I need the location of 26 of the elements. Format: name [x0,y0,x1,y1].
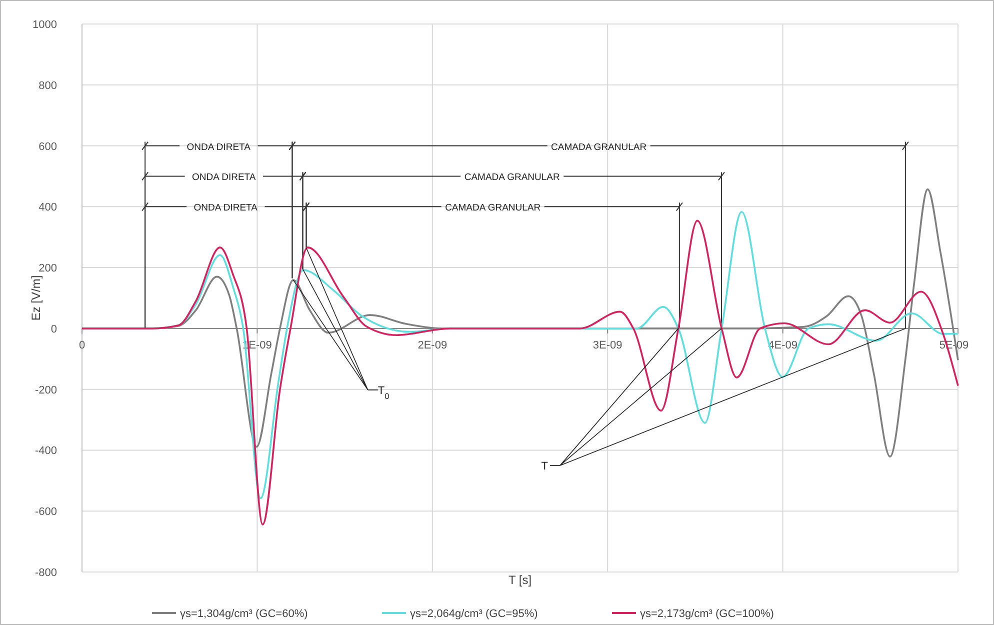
y-tick-label: -600 [34,506,57,518]
annotation: CAMADA GRANULAR [551,142,647,153]
x-axis-title: T [s] [508,573,532,587]
annotation: CAMADA GRANULAR [464,172,560,184]
annotation: ONDA DIRETA [186,142,252,153]
annotation: T [541,460,548,472]
annotation: T$_{0}$ [378,384,390,400]
y-tick-label: 0 [50,323,57,336]
y-tick-label: -200 [34,384,57,396]
annotation: ONDA DIRETA [194,202,258,214]
y-tick-label: 400 [38,202,57,214]
legend-label: γs=2,173g/cm³ (GC=100%) [640,608,774,620]
annotation: ONDA DIRETA [192,172,256,184]
x-tick-label: 2E-09 [418,339,448,352]
y-tick-label: -400 [34,445,57,458]
y-tick-label: 800 [38,80,57,92]
legend-label: γs=1,304g/cm³ (GC=60%) [180,608,308,620]
y-axis-title: Ez [V/m] [29,275,43,321]
annotation: CAMADA GRANULAR [445,202,541,214]
y-tick-label: 600 [38,140,57,153]
y-tick-label: 1000 [32,19,57,31]
y-tick-label: -800 [34,567,57,579]
y-tick-label: 200 [38,262,57,275]
x-tick-label: 3E-09 [592,339,622,352]
legend-label: γs=2,064g/cm³ (GC=95%) [410,608,538,620]
x-tick-label: 0 [78,339,86,352]
